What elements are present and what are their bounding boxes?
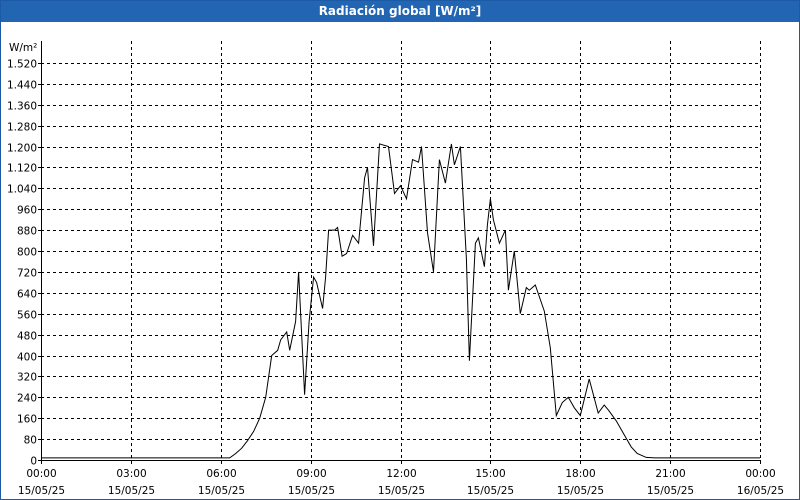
x-tick-time: 12:00	[386, 468, 416, 480]
y-tick-label: 1.040	[7, 184, 37, 196]
y-tick-label: 880	[17, 226, 37, 238]
y-tick-label: 1.360	[7, 101, 37, 113]
x-tick-date: 16/05/25	[737, 485, 784, 497]
tick-labels: 0 80 160 240 320 400 480 560 640 720 800 880 960 1.04…	[7, 42, 784, 497]
y-tick-label: 480	[17, 331, 37, 343]
x-tick-date: 15/05/25	[647, 485, 694, 497]
y-tick-label: 160	[17, 414, 37, 426]
y-tick-label: 0	[30, 456, 37, 468]
y-tick-label: 400	[17, 352, 37, 364]
series-layer	[41, 143, 760, 459]
x-tick-time: 21:00	[655, 468, 685, 480]
y-tick-label: 720	[17, 268, 37, 280]
y-tick-label: 1.200	[7, 143, 37, 155]
x-tick-time: 03:00	[116, 468, 146, 480]
x-tick-date: 15/05/25	[288, 485, 335, 497]
y-tick-label: 960	[17, 205, 37, 217]
x-tick-time: 18:00	[565, 468, 595, 480]
grid-layer	[41, 41, 761, 460]
y-axis-label: W/m²	[9, 42, 37, 54]
y-tick-label: 1.120	[7, 163, 37, 175]
x-tick-time: 15:00	[475, 468, 505, 480]
radiation-series-line	[41, 143, 760, 459]
y-tick-label: 80	[24, 435, 37, 447]
y-tick-label: 1.520	[7, 59, 37, 71]
x-tick-time: 09:00	[296, 468, 326, 480]
x-tick-date: 15/05/25	[198, 485, 245, 497]
x-tick-time: 00:00	[745, 468, 775, 480]
axes-layer	[38, 41, 761, 464]
y-tick-label: 640	[17, 289, 37, 301]
y-tick-label: 320	[17, 372, 37, 384]
x-tick-date: 15/05/25	[108, 485, 155, 497]
x-tick-date: 15/05/25	[18, 485, 65, 497]
chart-title: Radiación global [W/m²]	[1, 1, 799, 22]
x-tick-time: 06:00	[206, 468, 236, 480]
y-tick-label: 1.440	[7, 80, 37, 92]
x-tick-date: 15/05/25	[557, 485, 604, 497]
y-tick-label: 240	[17, 393, 37, 405]
y-tick-label: 800	[17, 247, 37, 259]
x-tick-time: 00:00	[26, 468, 56, 480]
y-tick-label: 560	[17, 310, 37, 322]
y-tick-label: 1.280	[7, 122, 37, 134]
x-tick-date: 15/05/25	[378, 485, 425, 497]
x-tick-date: 15/05/25	[467, 485, 514, 497]
